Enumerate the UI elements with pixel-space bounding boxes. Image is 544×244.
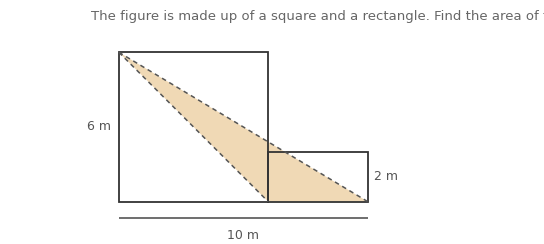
Text: The figure is made up of a square and a rectangle. Find the area of the shaded r: The figure is made up of a square and a … xyxy=(91,10,544,23)
Text: 2 m: 2 m xyxy=(374,170,398,183)
Text: 6 m: 6 m xyxy=(88,121,112,133)
Text: 10 m: 10 m xyxy=(227,229,259,242)
Polygon shape xyxy=(119,52,368,202)
